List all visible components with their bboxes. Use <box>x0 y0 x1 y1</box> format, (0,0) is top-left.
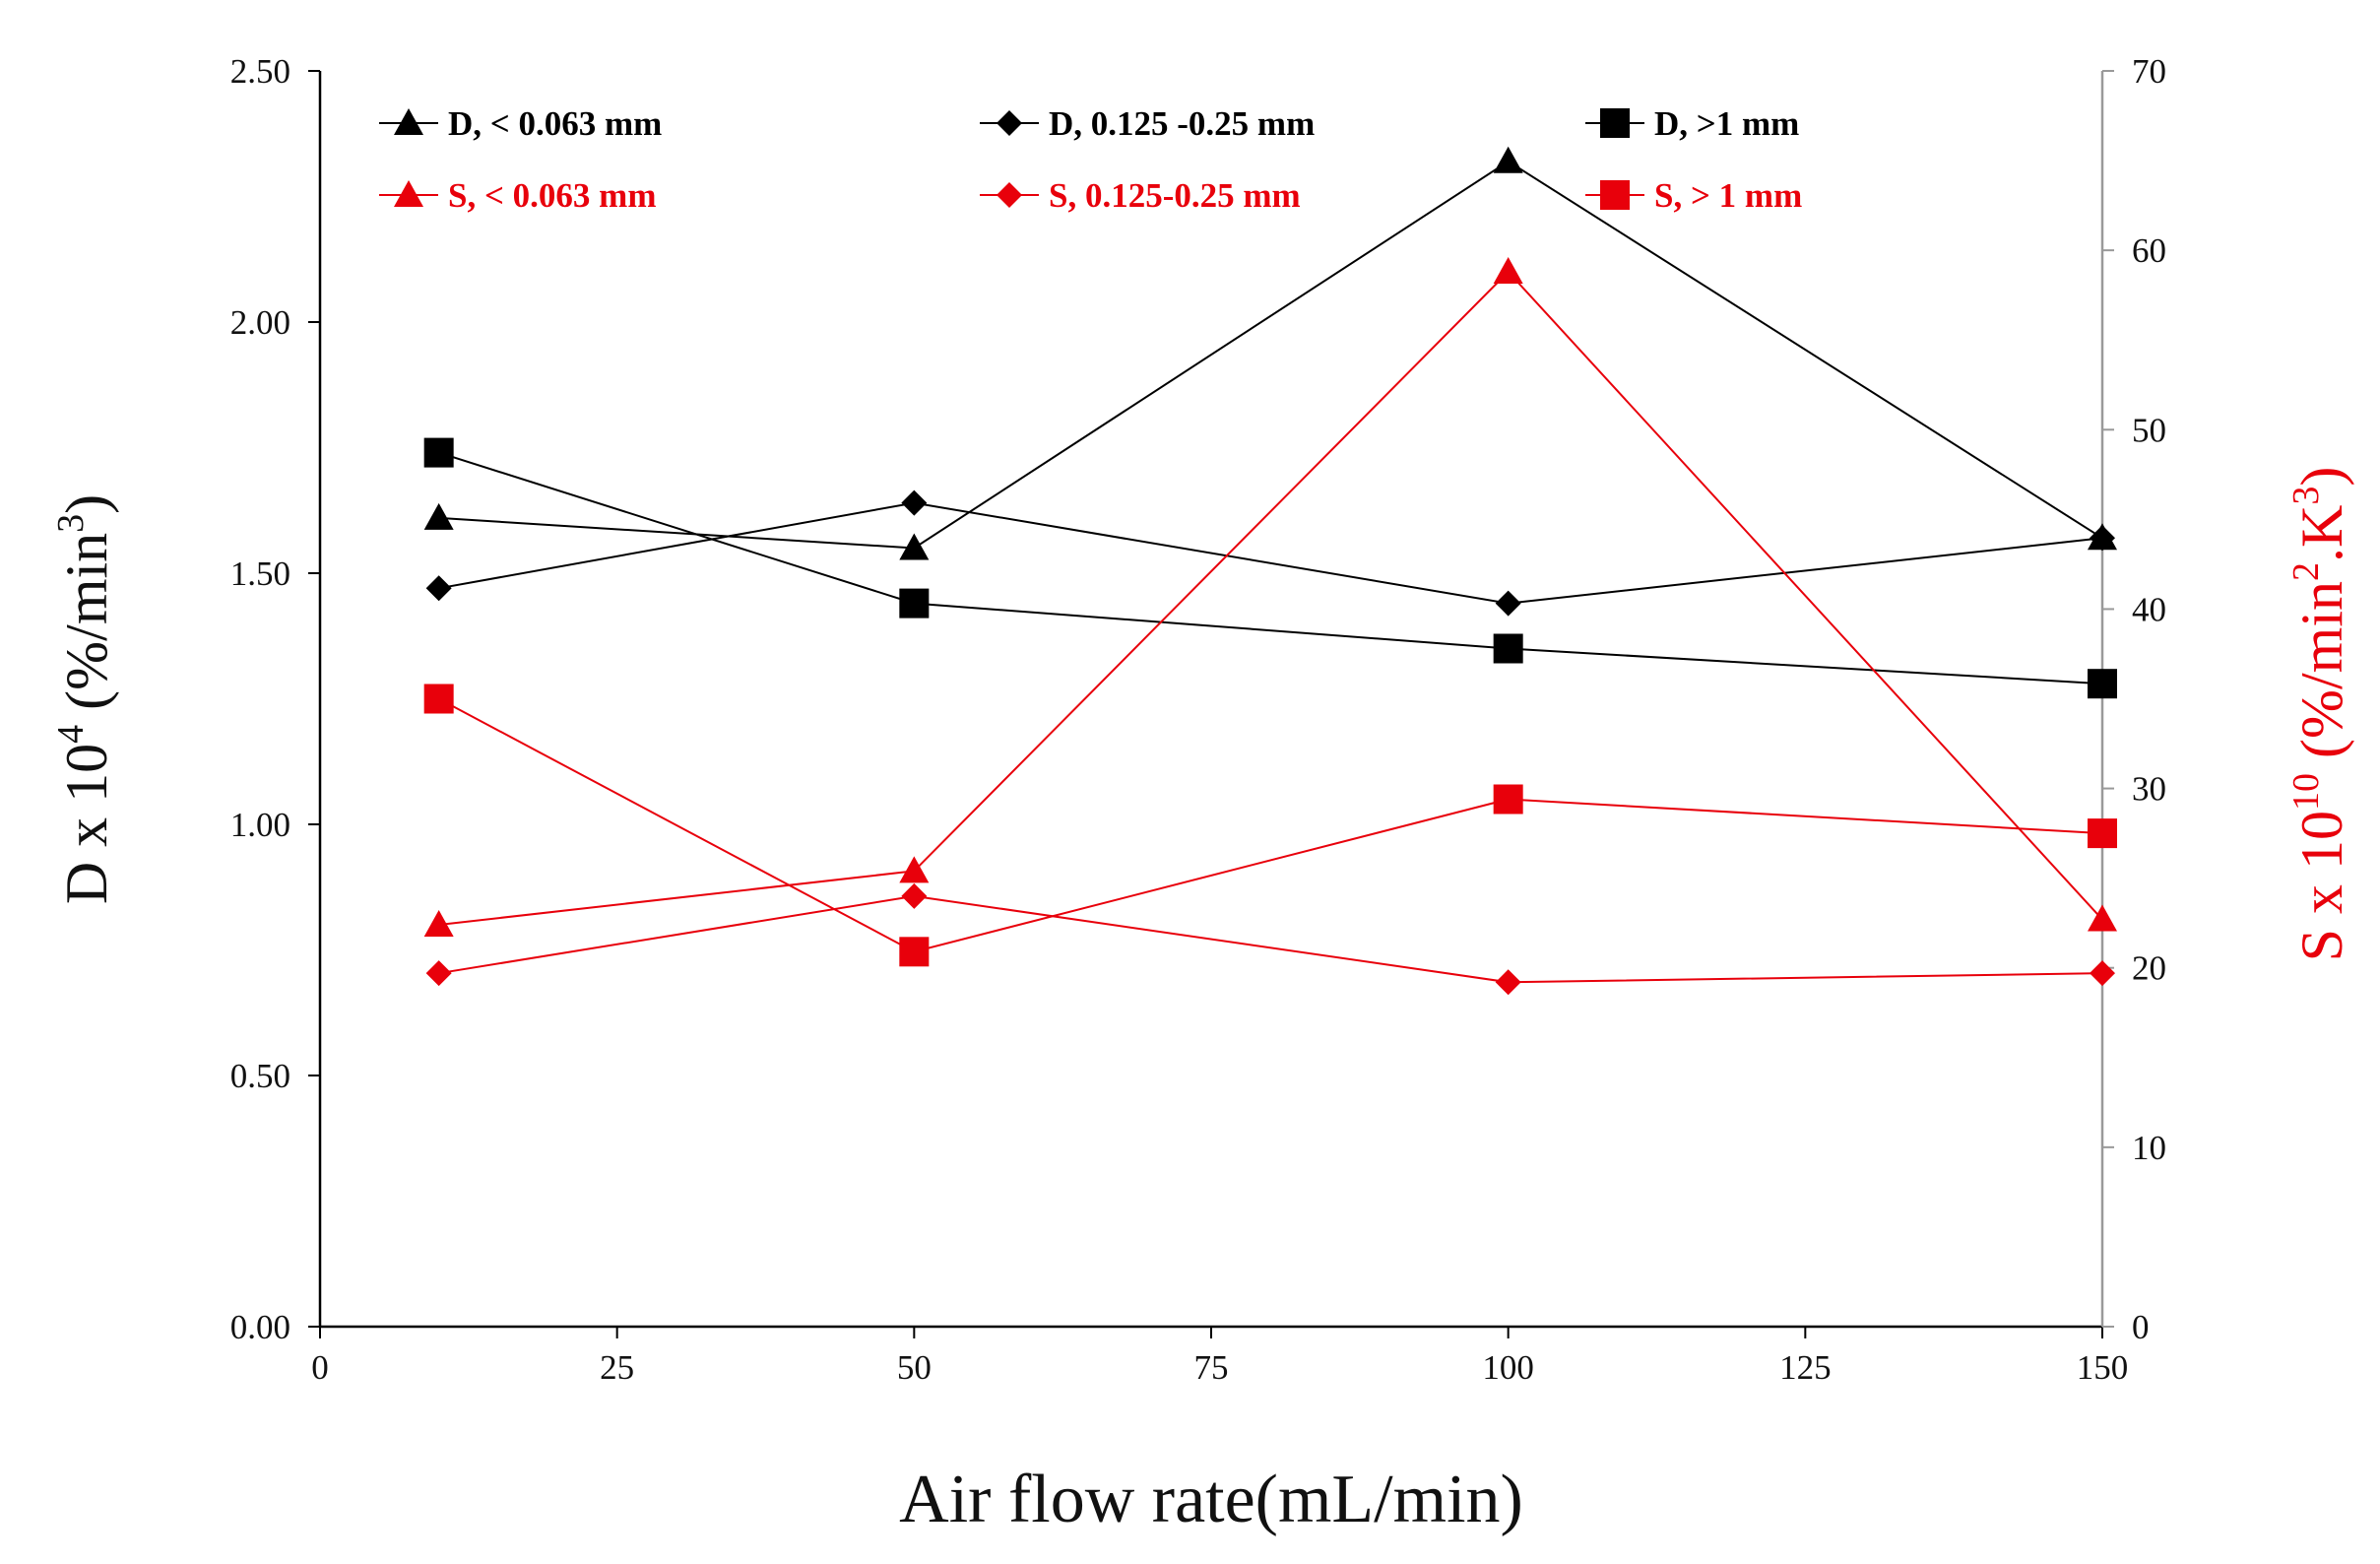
left-y-tick-label: 2.00 <box>230 303 290 342</box>
x-axis-label: Air flow rate(mL/min) <box>899 1462 1523 1537</box>
x-tick-label: 150 <box>2077 1348 2129 1387</box>
series-line <box>438 451 2103 685</box>
legend-marker <box>997 110 1022 136</box>
right-y-tick-label: 20 <box>2132 949 2166 988</box>
left-y-tick-label: 0.00 <box>230 1308 290 1346</box>
right-y-tick-label: 40 <box>2132 590 2166 628</box>
legend-marker <box>997 182 1022 208</box>
legend-marker <box>394 108 423 135</box>
legend-item: D, 0.125 -0.25 mm <box>980 104 1315 143</box>
left-y-tick-label: 2.50 <box>230 52 290 91</box>
legend-item: S, > 1 mm <box>1585 176 1802 215</box>
data-point <box>423 437 454 468</box>
legend-label: S, < 0.063 mm <box>448 176 656 215</box>
data-point <box>901 882 928 909</box>
series-line <box>438 697 2103 953</box>
data-point <box>423 684 454 714</box>
legend-label: D, 0.125 -0.25 mm <box>1049 104 1315 143</box>
left-y-tick-label: 0.50 <box>230 1057 290 1095</box>
data-point <box>2088 669 2117 699</box>
x-tick-label: 50 <box>897 1348 932 1387</box>
left-y-axis-label: D x 104 (%/min3) <box>50 494 119 904</box>
x-tick-label: 25 <box>600 1348 634 1387</box>
series-line <box>438 894 2103 984</box>
series-line <box>438 270 2103 926</box>
right-y-tick-label: 50 <box>2132 411 2166 449</box>
data-point <box>2088 818 2117 849</box>
legend-marker <box>1600 108 1630 138</box>
data-point <box>423 910 454 937</box>
series-line <box>438 501 2103 605</box>
data-point <box>901 489 928 516</box>
series-line <box>438 160 2103 550</box>
x-tick-label: 0 <box>311 1348 329 1387</box>
series-4 <box>423 257 2117 937</box>
data-point <box>1493 257 1523 284</box>
legend-label: D, >1 mm <box>1654 104 1799 143</box>
x-tick-label: 125 <box>1779 1348 1832 1387</box>
right-y-tick-label: 0 <box>2132 1308 2150 1346</box>
right-y-tick-label: 60 <box>2132 231 2166 270</box>
legend-item: D, >1 mm <box>1585 104 1799 143</box>
left-y-tick-label: 1.50 <box>230 554 290 593</box>
right-y-tick-label: 10 <box>2132 1129 2166 1167</box>
plot-frame <box>318 71 2104 1329</box>
right-y-tick-label: 30 <box>2132 770 2166 809</box>
series-5 <box>425 882 2115 996</box>
axis-ticks: 0 25 50 75 100 125 1500.000.501.001.502.002.50… <box>230 52 2166 1387</box>
legend-marker <box>394 180 423 207</box>
left-y-tick-label: 1.00 <box>230 806 290 844</box>
data-point <box>1495 969 1521 996</box>
x-tick-label: 100 <box>1482 1348 1534 1387</box>
data-point <box>1493 784 1523 815</box>
legend-item: S, < 0.063 mm <box>379 176 656 215</box>
data-point <box>1495 590 1521 617</box>
data-point <box>423 502 454 530</box>
data-point <box>2088 904 2117 932</box>
legend-label: S, 0.125-0.25 mm <box>1049 176 1301 215</box>
series-3 <box>423 437 2117 699</box>
legend-item: D, < 0.063 mm <box>379 104 662 143</box>
data-point <box>899 533 930 560</box>
legend: D, < 0.063 mm D, 0.125 -0.25 mm D, >1 mm S,… <box>379 104 1802 215</box>
legend-item: S, 0.125-0.25 mm <box>980 176 1301 215</box>
data-point <box>2090 525 2115 552</box>
right-y-tick-label: 70 <box>2132 52 2166 91</box>
legend-marker <box>1600 180 1630 210</box>
x-tick-label: 75 <box>1194 1348 1229 1387</box>
legend-label: S, > 1 mm <box>1654 176 1802 215</box>
data-point <box>425 575 452 602</box>
series-6 <box>423 684 2117 967</box>
data-point <box>899 856 930 883</box>
data-point <box>899 588 930 619</box>
data-point <box>899 937 930 967</box>
data-point <box>425 960 452 987</box>
series-layer <box>423 146 2117 996</box>
data-point <box>1493 633 1523 664</box>
series-2 <box>425 489 2115 617</box>
legend-label: D, < 0.063 mm <box>448 104 662 143</box>
right-y-axis-label: S x 1010 (%/min2.K3) <box>2285 467 2354 962</box>
data-point <box>1493 146 1523 173</box>
data-point <box>2090 960 2115 987</box>
